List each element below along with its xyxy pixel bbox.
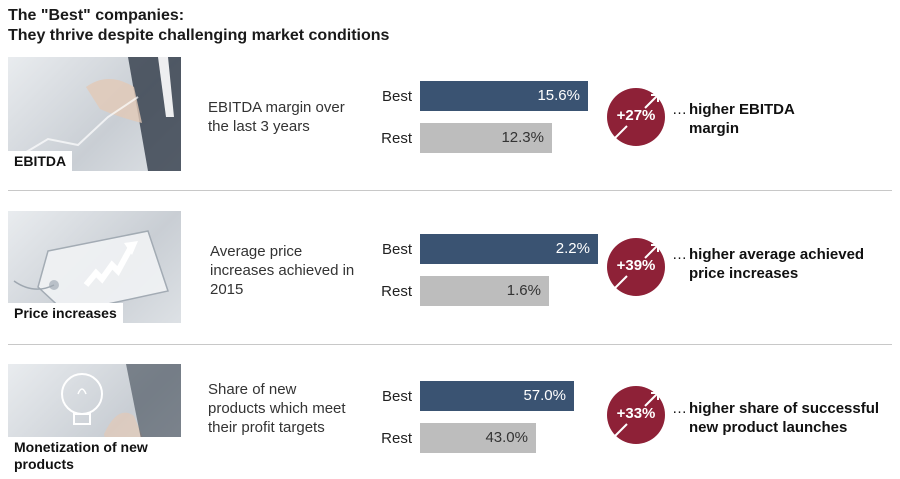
price-tag-icon — [13, 230, 169, 314]
bar-best: 57.0% — [420, 381, 574, 411]
panel-label: Monetization of new products — [8, 437, 181, 474]
bar-value: 57.0% — [523, 387, 566, 404]
bar-rest: 1.6% — [420, 276, 549, 306]
category-label-best: Best — [381, 88, 412, 105]
hand-chart-icon — [17, 57, 181, 171]
category-label-best: Best — [381, 388, 412, 405]
ebitda-thumbnail: EBITDA — [8, 57, 181, 171]
arrow-up-right-icon — [613, 244, 659, 290]
category-label-rest: Rest — [381, 283, 412, 300]
bar-value: 1.6% — [506, 282, 541, 299]
category-label-best: Best — [381, 241, 412, 258]
bar-best: 15.6% — [420, 81, 588, 111]
uplift-value: +39% — [616, 257, 656, 274]
chart-title: The "Best" companies: They thrive despit… — [8, 6, 389, 46]
bar-value: 12.3% — [501, 129, 544, 146]
panel-label: Price increases — [8, 303, 123, 323]
ellipsis: … — [672, 400, 687, 417]
result-statement: higher average achieved price increases — [689, 246, 865, 282]
arrow-up-right-icon — [613, 94, 659, 140]
section-divider — [8, 344, 892, 345]
title-line-2: They thrive despite challenging market c… — [8, 27, 390, 44]
uplift-badge: +27% — [607, 88, 665, 146]
arrow-up-right-icon — [613, 392, 659, 438]
uplift-badge: +39% — [607, 238, 665, 296]
bar-rest: 43.0% — [420, 423, 536, 453]
panel-description: EBITDA margin over the last 3 years — [208, 99, 345, 135]
uplift-value: +33% — [616, 405, 656, 422]
panel-description: Share of new products which meet their p… — [208, 381, 346, 436]
uplift-badge: +33% — [607, 386, 665, 444]
bar-value: 2.2% — [555, 240, 590, 257]
bar-rest: 12.3% — [420, 123, 552, 153]
ellipsis: … — [672, 246, 687, 263]
monetization-thumbnail: Monetization of new products — [8, 364, 181, 474]
ellipsis: … — [672, 101, 687, 118]
bar-value: 43.0% — [485, 429, 528, 446]
result-text: … higher EBITDA margin — [672, 100, 842, 138]
result-text: … higher share of successful new product… — [672, 399, 897, 437]
result-statement: higher share of successful new product l… — [689, 400, 880, 436]
bar-best: 2.2% — [420, 234, 598, 264]
category-label-rest: Rest — [381, 430, 412, 447]
panel-label: EBITDA — [8, 151, 73, 171]
title-line-1: The "Best" companies: — [8, 7, 185, 24]
panel-description: Average price increases achieved in 2015 — [210, 243, 355, 298]
category-label-rest: Rest — [381, 130, 412, 147]
price-increases-thumbnail: Price increases — [8, 211, 181, 323]
result-statement: higher EBITDA margin — [689, 101, 795, 137]
bar-value: 15.6% — [537, 87, 580, 104]
uplift-value: +27% — [616, 107, 656, 124]
section-divider — [8, 190, 892, 191]
result-text: … higher average achieved price increase… — [672, 245, 887, 283]
